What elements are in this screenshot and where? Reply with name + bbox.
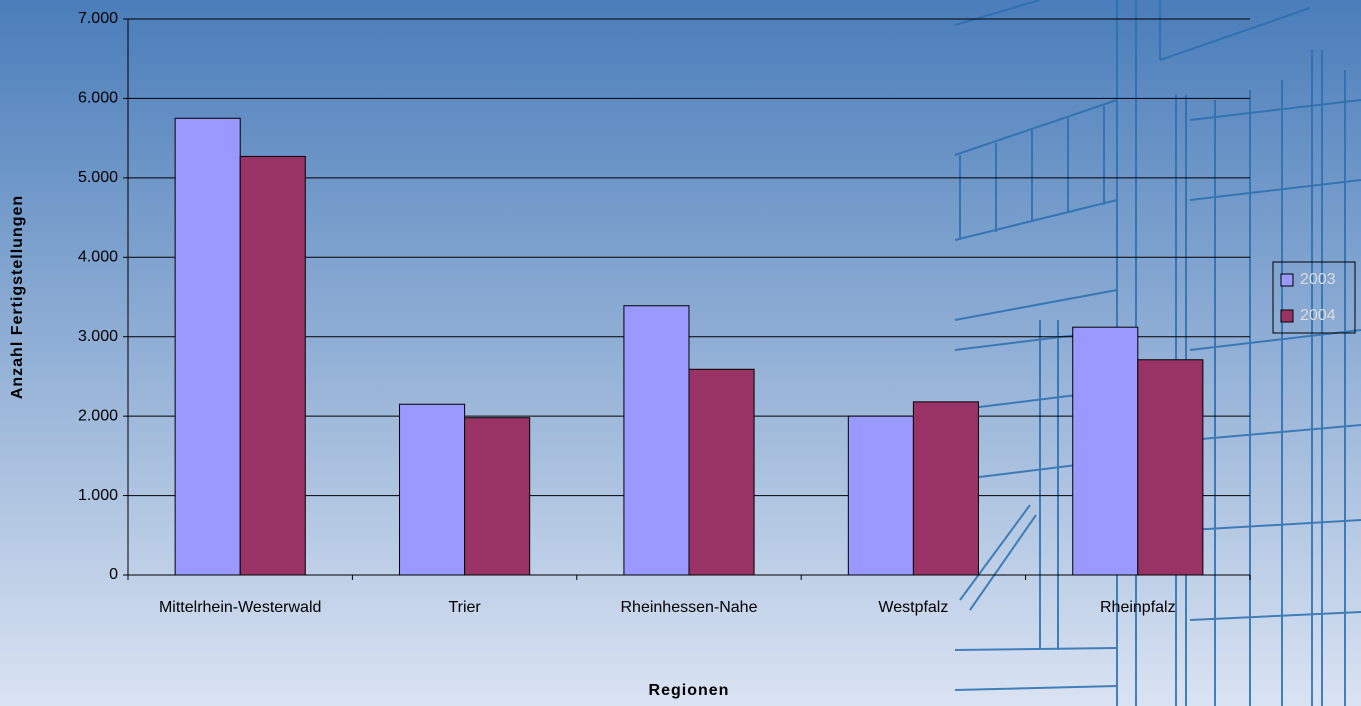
bar xyxy=(623,305,690,576)
bar xyxy=(1137,359,1204,576)
x-tick-label: Rheinpfalz xyxy=(1099,599,1176,616)
bar xyxy=(174,117,241,576)
legend-swatch xyxy=(1280,273,1294,287)
y-tick-label: 4.000 xyxy=(78,249,118,266)
y-tick-label: 3.000 xyxy=(78,328,118,345)
y-axis-title: Anzahl Fertigstellungen xyxy=(9,195,26,399)
y-tick-label: 6.000 xyxy=(78,90,118,107)
legend-box xyxy=(1272,261,1356,334)
bar xyxy=(847,415,914,576)
bar xyxy=(464,417,531,576)
bar xyxy=(912,401,979,576)
bar xyxy=(239,155,306,576)
legend-label: 2004 xyxy=(1300,307,1336,324)
x-axis-title: Regionen xyxy=(649,682,730,699)
legend-label: 2003 xyxy=(1300,271,1336,288)
x-tick-label: Westpfalz xyxy=(878,599,949,616)
y-tick-label: 0 xyxy=(109,566,118,583)
bar xyxy=(688,368,755,576)
x-tick-label: Trier xyxy=(448,599,481,616)
x-tick-label: Mittelrhein-Westerwald xyxy=(158,599,322,616)
legend-swatch xyxy=(1280,309,1294,323)
y-tick-label: 2.000 xyxy=(78,407,118,424)
bar xyxy=(1072,326,1139,576)
x-tick-label: Rheinhessen-Nahe xyxy=(620,599,758,616)
y-tick-label: 1.000 xyxy=(78,487,118,504)
bar xyxy=(399,403,466,576)
y-tick-label: 7.000 xyxy=(78,10,118,27)
y-tick-label: 5.000 xyxy=(78,169,118,186)
